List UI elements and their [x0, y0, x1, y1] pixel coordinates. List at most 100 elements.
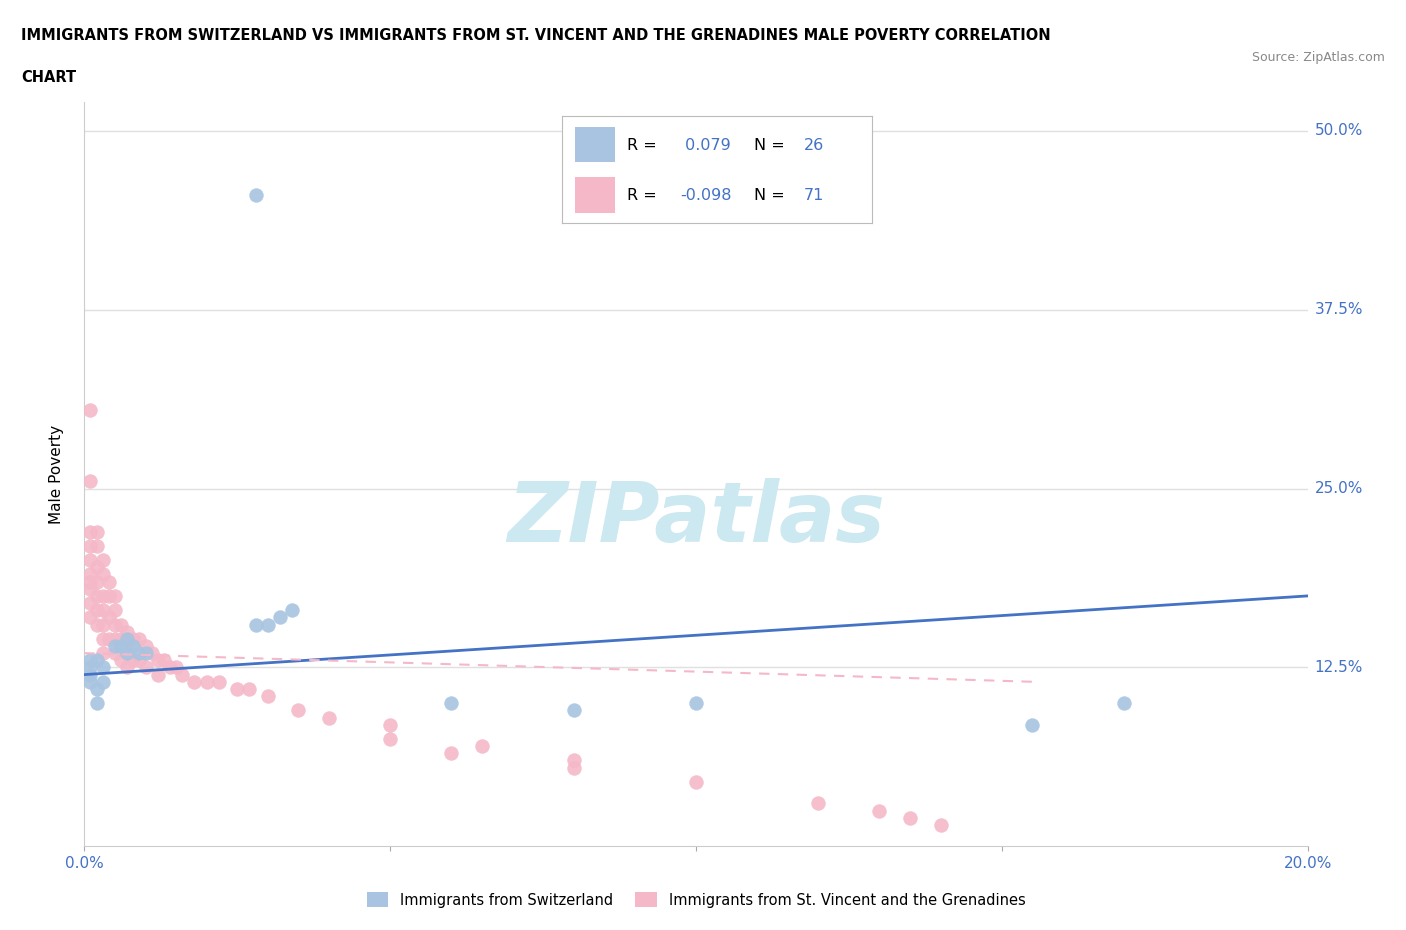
Point: [128, 645, 150, 660]
Point: [86, 603, 108, 618]
Point: [128, 631, 150, 646]
Point: [91, 660, 114, 675]
Point: [79, 667, 101, 682]
Point: [104, 618, 127, 632]
Point: [110, 639, 132, 654]
Point: [86, 525, 108, 539]
Point: [135, 645, 157, 660]
FancyBboxPatch shape: [575, 127, 614, 162]
Point: [165, 660, 187, 675]
Text: ZIPatlas: ZIPatlas: [508, 478, 884, 560]
Point: [146, 667, 169, 682]
Point: [869, 804, 891, 818]
Point: [86, 696, 108, 711]
Text: Source: ZipAtlas.com: Source: ZipAtlas.com: [1251, 51, 1385, 64]
Text: CHART: CHART: [21, 70, 76, 85]
Point: [471, 738, 494, 753]
Point: [97, 610, 120, 625]
Point: [287, 703, 309, 718]
Point: [91, 552, 114, 567]
Point: [91, 674, 114, 689]
Point: [104, 639, 127, 654]
Point: [898, 810, 921, 825]
Y-axis label: Male Poverty: Male Poverty: [49, 425, 63, 524]
Point: [97, 574, 120, 589]
Point: [79, 525, 101, 539]
Point: [79, 567, 101, 582]
Text: N =: N =: [754, 138, 785, 153]
Point: [122, 653, 145, 668]
Point: [110, 631, 132, 646]
Point: [79, 660, 101, 675]
Point: [245, 618, 267, 632]
Point: [91, 645, 114, 660]
Point: [104, 645, 127, 660]
Point: [86, 682, 108, 697]
Point: [79, 574, 101, 589]
Point: [97, 589, 120, 604]
Point: [440, 746, 463, 761]
Point: [104, 603, 127, 618]
Text: 26: 26: [804, 138, 824, 153]
Point: [238, 682, 260, 697]
Point: [104, 631, 127, 646]
Point: [97, 631, 120, 646]
Point: [1021, 717, 1043, 732]
Point: [86, 618, 108, 632]
Point: [79, 653, 101, 668]
Point: [245, 188, 267, 203]
Text: 0.079: 0.079: [681, 138, 731, 153]
Text: 12.5%: 12.5%: [1315, 660, 1362, 675]
Point: [318, 711, 340, 725]
Text: -0.098: -0.098: [681, 188, 731, 203]
Text: IMMIGRANTS FROM SWITZERLAND VS IMMIGRANTS FROM ST. VINCENT AND THE GRENADINES MA: IMMIGRANTS FROM SWITZERLAND VS IMMIGRANT…: [21, 28, 1050, 43]
Point: [79, 610, 101, 625]
Point: [257, 618, 280, 632]
Point: [269, 610, 291, 625]
Point: [91, 603, 114, 618]
Point: [257, 688, 280, 703]
Point: [153, 653, 176, 668]
Point: [86, 653, 108, 668]
Text: 50.0%: 50.0%: [1315, 124, 1362, 139]
Text: 37.5%: 37.5%: [1315, 302, 1362, 317]
Point: [380, 717, 402, 732]
Point: [110, 618, 132, 632]
Legend: Immigrants from Switzerland, Immigrants from St. Vincent and the Grenadines: Immigrants from Switzerland, Immigrants …: [361, 886, 1031, 913]
Point: [141, 645, 163, 660]
Point: [86, 589, 108, 604]
Point: [562, 703, 585, 718]
Point: [91, 618, 114, 632]
Point: [135, 660, 157, 675]
Point: [128, 653, 150, 668]
Point: [122, 631, 145, 646]
Point: [380, 732, 402, 747]
Point: [562, 760, 585, 775]
Point: [86, 574, 108, 589]
Text: N =: N =: [754, 188, 785, 203]
FancyBboxPatch shape: [575, 178, 614, 213]
Point: [929, 817, 952, 832]
Point: [1114, 696, 1136, 711]
Point: [86, 560, 108, 575]
Point: [110, 653, 132, 668]
Point: [79, 474, 101, 489]
Text: R =: R =: [627, 188, 657, 203]
Text: 71: 71: [804, 188, 824, 203]
Point: [79, 674, 101, 689]
Point: [91, 631, 114, 646]
Point: [440, 696, 463, 711]
Point: [122, 639, 145, 654]
Point: [195, 674, 218, 689]
Point: [807, 796, 830, 811]
Point: [79, 538, 101, 553]
Point: [115, 639, 138, 654]
Point: [115, 660, 138, 675]
Point: [86, 538, 108, 553]
Point: [115, 645, 138, 660]
Point: [562, 753, 585, 768]
Point: [146, 653, 169, 668]
Point: [104, 589, 127, 604]
Point: [685, 775, 707, 790]
Point: [159, 660, 181, 675]
